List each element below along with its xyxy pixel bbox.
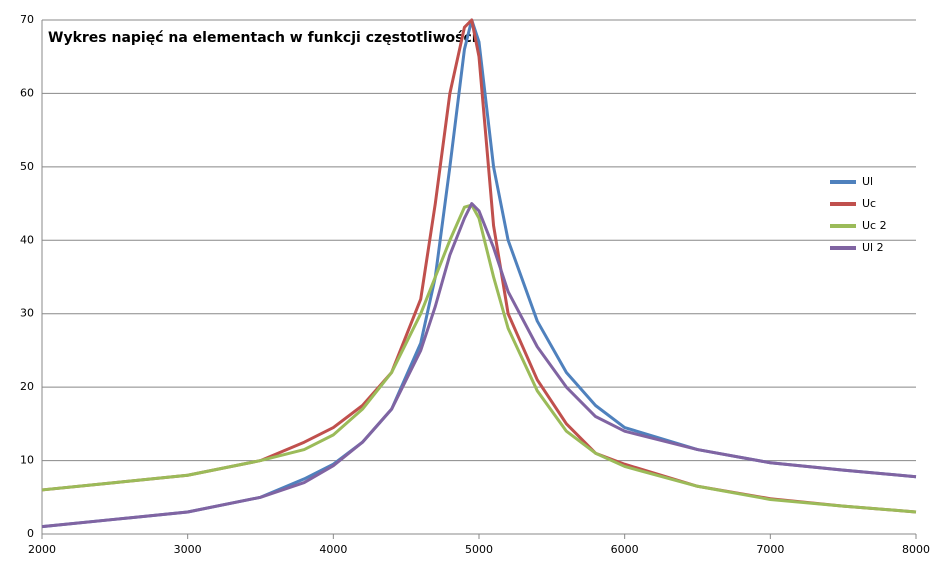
x-tick-label: 3000 [174,543,202,556]
x-tick-label: 6000 [611,543,639,556]
y-tick-label: 40 [20,233,34,246]
y-tick-label: 10 [20,454,34,467]
x-tick-label: 7000 [756,543,784,556]
legend-label: Ul [862,175,873,188]
legend-label: Ul 2 [862,241,884,254]
x-tick-label: 5000 [465,543,493,556]
series-line [41,18,917,514]
y-tick-label: 50 [20,160,34,173]
series-line [41,202,917,529]
y-tick-label: 30 [20,307,34,320]
x-tick-label: 4000 [319,543,347,556]
y-tick-label: 60 [20,86,34,99]
y-tick-label: 20 [20,380,34,393]
x-tick-label: 8000 [902,543,930,556]
y-tick-label: 0 [27,527,34,540]
series-line [41,203,917,514]
chart-title: Wykres napięć na elementach w funkcji cz… [48,30,477,46]
y-tick-label: 70 [20,13,34,26]
x-tick-label: 2000 [28,543,56,556]
legend-label: Uc [862,197,876,210]
series-line [41,18,917,529]
legend-label: Uc 2 [862,219,887,232]
